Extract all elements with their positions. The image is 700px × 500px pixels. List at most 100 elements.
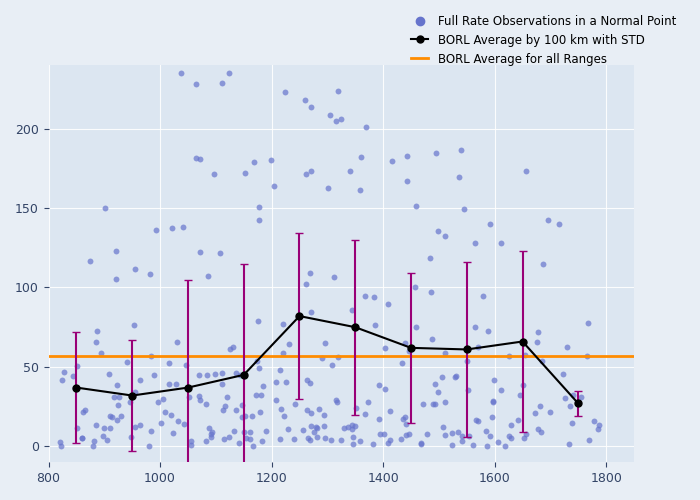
Point <box>128 320 139 328</box>
Point <box>346 426 357 434</box>
Point <box>324 111 335 119</box>
Point <box>200 436 211 444</box>
Point <box>195 396 206 404</box>
Point <box>347 440 358 448</box>
Point <box>320 339 331 347</box>
Point <box>113 392 125 400</box>
Point <box>368 440 379 448</box>
Point <box>278 320 289 328</box>
Point <box>421 430 433 438</box>
Point <box>96 348 107 356</box>
Point <box>167 428 178 436</box>
Point <box>379 430 390 438</box>
Point <box>312 433 323 441</box>
Point <box>439 349 450 357</box>
Point <box>568 390 579 398</box>
Point <box>98 424 109 432</box>
Point <box>88 442 99 450</box>
Point <box>384 406 395 414</box>
Point <box>330 396 342 404</box>
Point <box>266 156 277 164</box>
Point <box>374 430 386 438</box>
Point <box>503 352 514 360</box>
Point <box>163 380 174 388</box>
Point <box>473 417 484 425</box>
Point <box>453 173 464 181</box>
Point <box>584 436 595 444</box>
Point <box>297 426 308 434</box>
Point <box>436 373 447 381</box>
Point <box>115 412 126 420</box>
Point <box>403 430 414 438</box>
Point <box>195 154 206 162</box>
Point <box>253 364 265 372</box>
Point <box>274 366 285 374</box>
Point <box>399 414 410 422</box>
Point <box>178 420 190 428</box>
Point <box>283 426 294 434</box>
Point <box>76 434 88 442</box>
Point <box>183 393 195 401</box>
Point <box>202 272 214 280</box>
Point <box>268 182 279 190</box>
Point <box>305 409 316 417</box>
Point <box>557 370 568 378</box>
Point <box>332 354 344 362</box>
Point <box>446 428 457 436</box>
Point <box>84 257 95 265</box>
Point <box>270 378 281 386</box>
Point <box>208 170 219 178</box>
Point <box>369 322 380 330</box>
Point <box>104 412 116 420</box>
Point <box>480 427 491 435</box>
Point <box>313 406 324 413</box>
Point <box>129 266 140 274</box>
Point <box>185 437 196 445</box>
Point <box>190 80 201 88</box>
Point <box>56 376 67 384</box>
Point <box>144 270 155 278</box>
Point <box>310 423 321 431</box>
Point <box>171 380 182 388</box>
Point <box>433 388 444 396</box>
Point <box>256 391 267 399</box>
Point <box>216 380 228 388</box>
Point <box>430 150 442 158</box>
Point <box>427 400 438 408</box>
Point <box>344 167 356 175</box>
Point <box>185 440 196 448</box>
Point <box>401 177 412 185</box>
Point <box>260 426 272 434</box>
Point <box>368 294 379 302</box>
Point <box>401 152 412 160</box>
Point <box>150 226 162 234</box>
Point <box>304 436 316 444</box>
Point <box>457 436 468 444</box>
Point <box>440 232 451 239</box>
Point <box>233 439 244 447</box>
Point <box>79 406 90 414</box>
Point <box>206 430 217 438</box>
Point <box>363 398 374 406</box>
Point <box>473 342 484 350</box>
Point <box>256 436 267 444</box>
Point <box>103 370 114 378</box>
Point <box>481 442 492 450</box>
Point <box>134 421 146 429</box>
Point <box>252 317 263 325</box>
Point <box>176 69 187 77</box>
Point <box>320 434 331 442</box>
Point <box>400 420 411 428</box>
Point <box>305 103 316 111</box>
Point <box>330 117 342 125</box>
Point <box>230 406 241 414</box>
Point <box>521 166 532 174</box>
Point <box>246 412 258 420</box>
Point <box>146 428 157 436</box>
Point <box>300 170 312 178</box>
Point <box>487 398 498 406</box>
Point <box>429 380 440 388</box>
Point <box>331 398 342 406</box>
Point <box>486 413 498 421</box>
Point <box>426 334 438 342</box>
